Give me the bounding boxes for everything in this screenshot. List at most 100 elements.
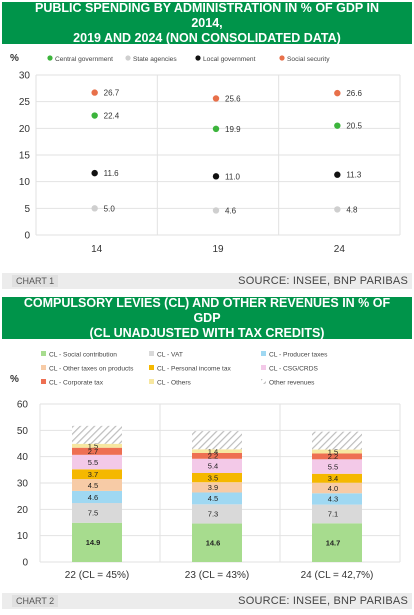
chart1-y-tick-label: 10 [19,177,31,188]
chart2-data-label-cl-vat: 7.5 [88,509,98,518]
chart2-bar-segment-cl-personal-income-tax [312,473,362,483]
chart1-data-label-central-government: 19.9 [225,125,241,134]
chart1-data-label-state-agencies: 4.6 [225,206,237,215]
chart1-data-label-state-agencies: 4.8 [346,205,358,214]
chart2-data-label-cl-producer-taxes: 4.3 [328,495,338,504]
chart2-legend-marker-cl-others [149,379,154,384]
chart2-title: COMPULSORY LEVIES (CL) AND OTHER REVENUE… [2,296,412,340]
chart2-x-tick-label: 22 (CL = 45%) [65,570,129,581]
chart1-footer: CHART 1 SOURCE: INSEE, BNP PARIBAS [2,273,412,289]
chart2-data-label-cl-producer-taxes: 4.6 [88,493,98,502]
chart1-title-line1: PUBLIC SPENDING BY ADMINISTRATION IN % O… [34,0,379,30]
chart2-footer: CHART 2 SOURCE: INSEE, BNP PARIBAS [2,593,412,609]
chart1-legend-marker-local-government [195,55,201,61]
chart2-bar-segment-cl-personal-income-tax [72,469,122,480]
chart1-x-tick-label: 24 [334,244,346,255]
chart2-bar-segment-cl-others [72,443,122,448]
chart1-y-tick-label: 15 [19,151,31,162]
chart2-bar-segment-cl-other-taxes-on-products [72,479,122,491]
chart2-legend-marker-cl-other-taxes-on-products [41,365,46,370]
chart1-point-state-agencies [212,207,220,214]
chart1-source: SOURCE: INSEE, BNP PARIBAS [238,275,408,287]
chart2-data-label-cl-other-taxes-on-products: 4.5 [88,481,98,490]
chart1-y-tick-label: 0 [24,231,30,242]
chart2-data-label-cl-producer-taxes: 4.5 [208,494,218,503]
chart1-y-tick-label: 25 [19,97,31,108]
chart2-legend-marker-cl-corporate-tax [41,379,46,384]
chart1-point-local-government [91,169,98,177]
chart1-data-label-social-security: 26.6 [346,89,362,98]
chart1-legend-label-central-government: Central government [55,56,113,63]
chart2-y-tick-label: 30 [17,479,29,490]
chart2-data-label-cl-social-contribution: 14.7 [326,538,341,547]
chart2-bar-segment-other-revenues [72,425,122,444]
chart2-footer-label: CHART 2 [12,595,59,607]
chart2-y-tick-label: 40 [17,452,29,463]
chart2-bar-segment-other-revenues [312,431,362,450]
chart2-legend-marker-cl-social-contribution [41,351,46,356]
chart1-legend-marker-central-government [47,55,53,61]
chart1-y-tick-label: 20 [19,124,31,135]
chart2-data-label-cl-social-contribution: 14.6 [206,539,221,548]
chart1-point-local-government [334,171,341,178]
chart2-y-tick-label: 50 [17,426,29,437]
chart2-data-label-cl-other-taxes-on-products: 3.9 [208,483,218,492]
chart2-bar-segment-cl-personal-income-tax [192,472,242,483]
chart2-bar-segment-cl-producer-taxes [192,492,242,505]
chart1-y-tick-label: 5 [24,204,30,215]
chart1-legend-marker-state-agencies [125,55,131,61]
chart2-data-label-cl-vat: 7.1 [328,510,338,519]
chart1-legend-label-social-security: Social security [287,56,330,63]
chart1-title: PUBLIC SPENDING BY ADMINISTRATION IN % O… [2,0,412,45]
chart2-bar-segment-cl-csg-crds [192,458,242,473]
chart2-data-label-cl-personal-income-tax: 3.4 [328,474,338,483]
chart2-y-tick-label: 10 [17,531,29,542]
chart1-point-central-government [334,122,341,129]
chart2-x-tick-label: 23 (CL = 43%) [185,570,249,581]
chart2-bar-segment-cl-vat [312,504,362,524]
chart2-legend-label-cl-producer-taxes: CL - Producer taxes [269,352,328,359]
chart1-point-social-security [91,89,98,96]
chart2-data-label-cl-others: 1.5 [88,442,98,451]
chart2-bar-segment-cl-vat [72,503,122,523]
chart2-bar-segment-cl-corporate-tax [312,453,362,460]
chart2-bar-segment-cl-csg-crds [312,459,362,474]
chart2-data-label-cl-others: 1.4 [208,447,218,456]
chart1-x-tick-label: 19 [212,244,224,255]
chart1-point-state-agencies [91,205,98,212]
chart2-bar-segment-cl-social-contribution [72,522,122,562]
chart2-legend-label-other-revenues: Other revenues [269,380,315,387]
chart2-data-label-cl-vat: 7.3 [208,510,218,519]
chart1-point-social-security [212,95,220,102]
chart2-legend-marker-cl-producer-taxes [261,351,266,356]
chart2-y-tick-label: 20 [17,505,29,516]
chart1-point-social-security [334,89,341,97]
chart2-data-label-cl-corporate-tax: 2.2 [328,452,338,461]
chart2-legend-label-cl-social-contribution: CL - Social contribution [49,352,117,359]
chart2-bar-segment-cl-vat [192,504,242,524]
chart2-legend-marker-cl-vat [149,351,154,356]
chart2-bar-segment-cl-producer-taxes [312,493,362,505]
chart2-data-label-cl-social-contribution: 14.9 [86,538,101,547]
chart2-legend-label-cl-vat: CL - VAT [157,352,183,359]
chart2-bar-segment-cl-other-taxes-on-products [192,482,242,493]
chart2-data-label-cl-corporate-tax: 2.2 [208,452,218,461]
chart1-y-unit: % [10,53,19,64]
chart1-footer-label: CHART 1 [12,275,59,287]
chart2-legend-marker-cl-csg-crds [261,365,266,370]
chart2-x-tick-label: 24 (CL = 42,7%) [301,570,374,581]
chart1-data-label-local-government: 11.6 [104,169,120,178]
chart2-data-label-cl-others: 1.5 [328,447,338,456]
chart2-source: SOURCE: INSEE, BNP PARIBAS [238,595,408,607]
chart2-legend-label-cl-other-taxes-on-products: CL - Other taxes on products [49,366,134,373]
chart1-data-label-social-security: 26.7 [104,89,120,98]
chart2-bar-segment-cl-social-contribution [192,523,242,562]
chart2-legend-marker-other-revenues [261,379,266,384]
chart1-data-label-social-security: 25.6 [225,94,241,103]
chart2-bar-segment-cl-others [312,449,362,454]
chart2-bar-segment-cl-corporate-tax [72,447,122,455]
chart2-legend-marker-cl-personal-income-tax [149,365,154,370]
chart1-title-line2: 2019 AND 2024 (NON CONSOLIDATED DATA) [73,30,341,45]
chart2-y-unit: % [10,374,19,385]
chart2-data-label-cl-corporate-tax: 2.7 [88,447,98,456]
